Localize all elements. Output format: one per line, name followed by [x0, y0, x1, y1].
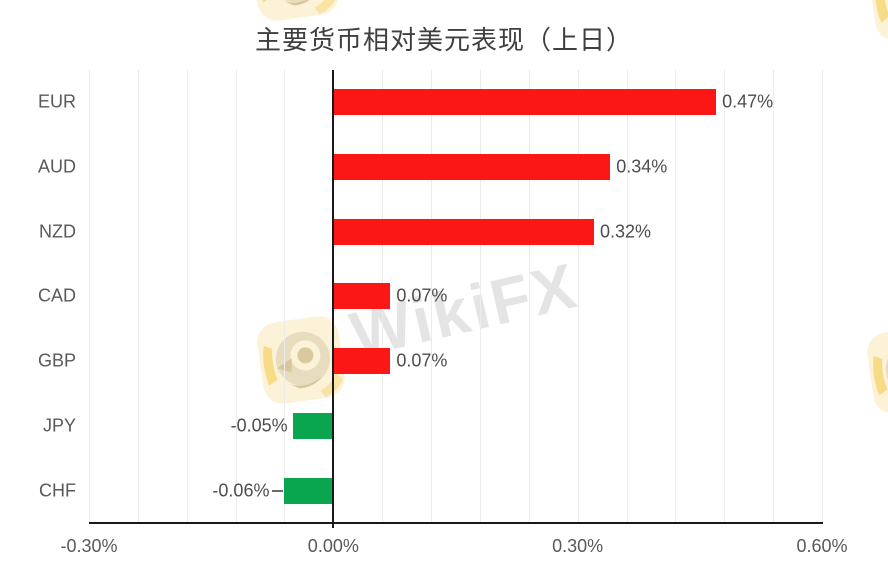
bar-CAD [333, 283, 391, 310]
gridline [626, 70, 628, 523]
category-label-GBP: GBP [37, 350, 76, 371]
wikifx-eagle-logo-icon [251, 0, 339, 21]
bar-CHF [284, 477, 334, 504]
bar-row-CHF: CHF -0.06% [39, 458, 822, 523]
gridline [724, 70, 726, 523]
wikifx-eagle-logo-icon [257, 316, 345, 404]
value-label-EUR: 0.47% [722, 91, 774, 112]
category-label-AUD: AUD [37, 156, 76, 177]
x-tick-label: 0.60% [796, 536, 848, 556]
category-label-NZD: NZD [39, 221, 76, 242]
gridline [479, 70, 481, 523]
category-label-CHF: CHF [39, 480, 76, 501]
label-leader-line [271, 489, 283, 492]
bar-EUR [333, 89, 717, 116]
plot-area: EUR 0.47% AUD 0.34% NZD 0.32% CAD 0.07% GBP 0.07%… [38, 70, 823, 528]
bar-row-EUR: EUR 0.47% [38, 70, 822, 135]
gridline [773, 70, 775, 523]
gridline [89, 70, 90, 523]
gridline [528, 70, 530, 523]
bar-row-JPY: JPY -0.05% [43, 394, 822, 459]
bar-NZD [333, 218, 594, 245]
value-label-GBP: 0.07% [396, 350, 448, 371]
bar-GBP [333, 348, 391, 375]
wikifx-eagle-logo-icon [867, 326, 888, 414]
bar-JPY [292, 412, 334, 439]
x-axis-line [89, 522, 823, 524]
category-label-EUR: EUR [37, 91, 76, 112]
gridline [235, 70, 237, 523]
value-label-CAD: 0.07% [396, 285, 448, 306]
bar-row-AUD: AUD 0.34% [38, 135, 822, 200]
gridline [137, 70, 139, 523]
x-tick-label: -0.30% [60, 536, 118, 556]
bar-row-CAD: CAD 0.07% [38, 264, 822, 329]
gridline [186, 70, 188, 523]
gridline [675, 70, 677, 523]
gridline [577, 70, 579, 523]
value-label-JPY: -0.05% [230, 415, 288, 436]
value-label-AUD: 0.34% [616, 156, 668, 177]
bar-row-GBP: GBP 0.07% [38, 329, 822, 394]
gridline [822, 70, 823, 523]
zero-axis-line [332, 70, 335, 528]
x-tick-label: 0.00% [307, 536, 359, 556]
bar-row-NZD: NZD 0.32% [39, 199, 822, 264]
value-label-NZD: 0.32% [599, 221, 651, 242]
chart-title: 主要货币相对美元表现（上日） [254, 25, 633, 55]
gridline [431, 70, 433, 523]
value-label-CHF: -0.06% [212, 480, 270, 501]
category-label-CAD: CAD [37, 285, 76, 306]
x-axis-tick-labels: -0.30% 0.00% 0.30% 0.60% [0, 536, 888, 560]
wikifx-eagle-logo-icon [869, 0, 888, 41]
category-label-JPY: JPY [42, 415, 76, 436]
x-tick-label: 0.30% [552, 536, 604, 556]
gridline [284, 70, 286, 523]
bar-AUD [333, 154, 611, 181]
